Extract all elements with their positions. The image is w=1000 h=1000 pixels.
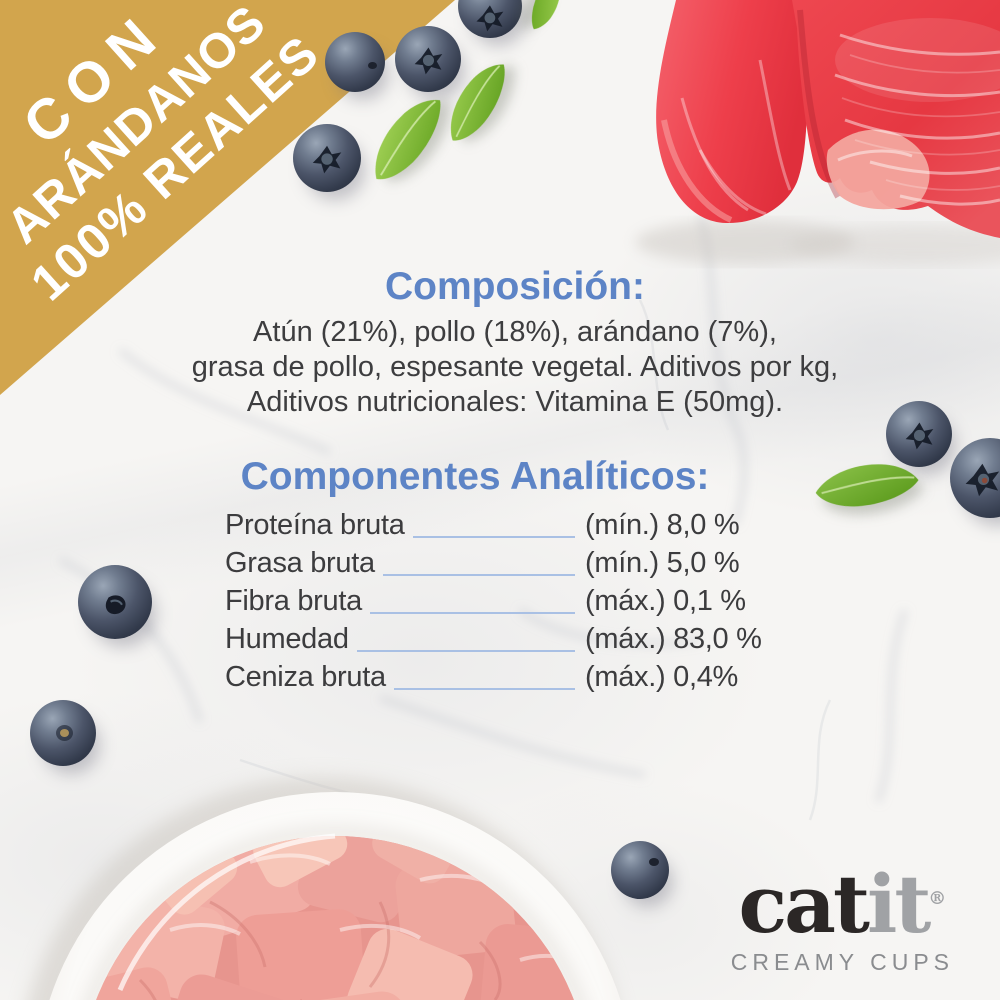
row-value: (máx.) 0,4%	[585, 661, 739, 693]
leaf-photo	[450, 64, 505, 141]
row-leader-line	[356, 650, 575, 652]
row-leader-line	[393, 688, 575, 690]
analytical-table: Proteína bruta (mín.) 8,0 % Grasa bruta …	[225, 509, 843, 699]
blueberry-photo	[886, 401, 952, 467]
row-value: (mín.) 8,0 %	[585, 509, 740, 541]
blueberry-photo	[325, 32, 385, 92]
row-leader-line	[369, 612, 575, 614]
blueberry-photo	[611, 841, 669, 899]
leaf-photo	[375, 99, 441, 180]
blueberry-photo	[30, 700, 96, 766]
brand-subtitle: CREAMY CUPS	[730, 949, 954, 975]
table-row: Proteína bruta (mín.) 8,0 %	[225, 509, 843, 547]
row-label: Proteína bruta	[225, 509, 405, 541]
row-value: (mín.) 5,0 %	[585, 547, 740, 579]
row-label: Fibra bruta	[225, 585, 362, 617]
brand-it: it	[866, 857, 931, 951]
analytical-heading: Componentes Analíticos:	[240, 455, 710, 498]
tuna-photo	[635, 0, 1000, 265]
composition-line-1: Atún (21%), pollo (18%), arándano (7%),	[253, 316, 777, 348]
leaf-photo	[815, 464, 919, 507]
table-row: Grasa bruta (mín.) 5,0 %	[225, 547, 843, 585]
brand-wordmark: catit®	[731, 860, 954, 944]
composition-section: Composición: Atún (21%), pollo (18%), ar…	[30, 264, 1000, 420]
row-value: (máx.) 0,1 %	[585, 585, 746, 617]
blueberry-photo	[78, 565, 152, 639]
brand-cat: cat	[738, 857, 869, 951]
table-row: Fibra bruta (máx.) 0,1 %	[225, 585, 843, 623]
blueberry-photo	[395, 26, 461, 92]
table-row: Ceniza bruta (máx.) 0,4%	[225, 661, 843, 699]
meat-bowl-photo	[28, 777, 621, 1000]
composition-line-2: grasa de pollo, espesante vegetal. Aditi…	[191, 351, 839, 383]
row-leader-line	[412, 536, 575, 538]
row-label: Grasa bruta	[225, 547, 375, 579]
table-row: Humedad (máx.) 83,0 %	[225, 623, 843, 661]
row-leader-line	[382, 574, 575, 576]
registered-mark: ®	[928, 888, 947, 909]
composition-line-3: Aditivos nutricionales: Vitamina E (50mg…	[246, 386, 784, 418]
brand-logo: catit® CREAMY CUPS	[731, 860, 954, 976]
leaf-photo	[531, 0, 561, 30]
blueberry-photo	[293, 124, 361, 192]
row-label: Humedad	[225, 623, 349, 655]
composition-heading: Composición:	[385, 265, 645, 308]
row-value: (máx.) 83,0 %	[585, 623, 762, 655]
row-label: Ceniza bruta	[225, 661, 386, 693]
